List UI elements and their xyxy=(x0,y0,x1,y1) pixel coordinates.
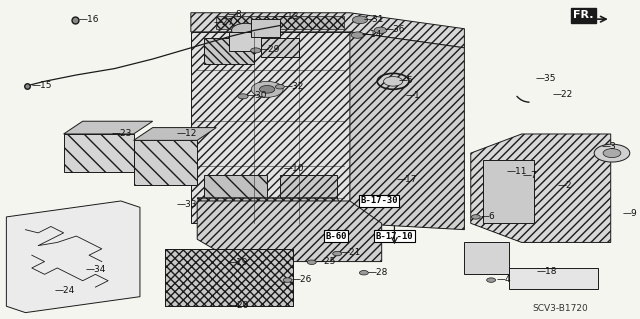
Circle shape xyxy=(238,94,248,99)
Bar xyxy=(165,249,292,306)
Text: —30: —30 xyxy=(247,91,268,100)
Text: —18: —18 xyxy=(537,267,557,276)
Circle shape xyxy=(374,27,387,33)
Polygon shape xyxy=(483,160,534,223)
Text: FR.: FR. xyxy=(573,10,594,20)
Text: —35: —35 xyxy=(536,74,556,83)
Circle shape xyxy=(351,32,364,38)
Text: —19: —19 xyxy=(228,258,248,267)
Circle shape xyxy=(283,278,292,282)
Polygon shape xyxy=(134,140,197,185)
Polygon shape xyxy=(465,242,509,274)
Circle shape xyxy=(333,251,342,256)
Text: —32: —32 xyxy=(284,82,304,91)
Bar xyxy=(229,32,261,51)
Circle shape xyxy=(383,77,403,86)
Bar xyxy=(280,175,337,214)
Text: —11: —11 xyxy=(506,167,527,176)
Text: —33: —33 xyxy=(177,200,197,209)
Circle shape xyxy=(472,215,480,219)
Circle shape xyxy=(307,260,316,264)
Text: B-17-30: B-17-30 xyxy=(360,197,398,205)
Text: —16: —16 xyxy=(79,15,99,24)
Polygon shape xyxy=(191,32,350,223)
Text: —6: —6 xyxy=(481,212,496,221)
Text: —21: —21 xyxy=(341,249,362,257)
Polygon shape xyxy=(471,134,611,242)
Polygon shape xyxy=(197,201,381,262)
Text: —9: —9 xyxy=(622,209,637,218)
Circle shape xyxy=(260,85,275,93)
Text: —3: —3 xyxy=(602,142,616,151)
Text: —8: —8 xyxy=(228,10,243,19)
Circle shape xyxy=(252,81,283,97)
Text: —7: —7 xyxy=(523,171,538,180)
Circle shape xyxy=(594,144,630,162)
Circle shape xyxy=(251,48,261,53)
Text: —17: —17 xyxy=(397,175,417,184)
Text: —12: —12 xyxy=(177,130,197,138)
Text: —34: —34 xyxy=(85,265,106,274)
Text: —23: —23 xyxy=(112,129,132,138)
Bar xyxy=(261,38,299,57)
Circle shape xyxy=(360,271,369,275)
Polygon shape xyxy=(134,128,216,140)
Text: —5: —5 xyxy=(398,76,413,85)
Text: —2: —2 xyxy=(557,181,572,190)
Circle shape xyxy=(603,149,621,158)
Polygon shape xyxy=(191,13,465,48)
Circle shape xyxy=(353,16,368,24)
Text: —26: —26 xyxy=(291,275,312,284)
Circle shape xyxy=(486,278,495,282)
Polygon shape xyxy=(197,198,350,223)
Text: SCV3-B1720: SCV3-B1720 xyxy=(532,304,588,313)
Polygon shape xyxy=(350,32,465,230)
Circle shape xyxy=(232,23,260,37)
Bar xyxy=(252,19,280,37)
Text: —1: —1 xyxy=(406,91,420,100)
Polygon shape xyxy=(216,16,344,29)
Polygon shape xyxy=(63,121,153,134)
Bar xyxy=(509,268,598,289)
Text: B-60: B-60 xyxy=(325,232,347,241)
Text: —25: —25 xyxy=(316,257,336,266)
Text: —28: —28 xyxy=(368,268,388,277)
Text: —24: —24 xyxy=(54,286,75,295)
Polygon shape xyxy=(63,134,134,172)
Circle shape xyxy=(275,85,284,89)
Bar xyxy=(204,175,267,214)
Polygon shape xyxy=(6,201,140,313)
Text: —27: —27 xyxy=(214,18,234,27)
Text: —22: —22 xyxy=(552,90,572,99)
Text: —31: —31 xyxy=(364,15,385,24)
Text: —10: —10 xyxy=(284,164,304,173)
Text: B-17-10: B-17-10 xyxy=(376,232,413,241)
Text: —20: —20 xyxy=(229,301,250,310)
Text: —29: —29 xyxy=(260,45,280,54)
Text: —14: —14 xyxy=(362,30,381,39)
Text: —36: —36 xyxy=(384,25,404,34)
Text: —15: —15 xyxy=(32,81,52,90)
Polygon shape xyxy=(165,249,292,306)
Text: —4: —4 xyxy=(496,275,511,284)
Bar xyxy=(204,38,255,64)
Text: —13: —13 xyxy=(278,12,299,21)
